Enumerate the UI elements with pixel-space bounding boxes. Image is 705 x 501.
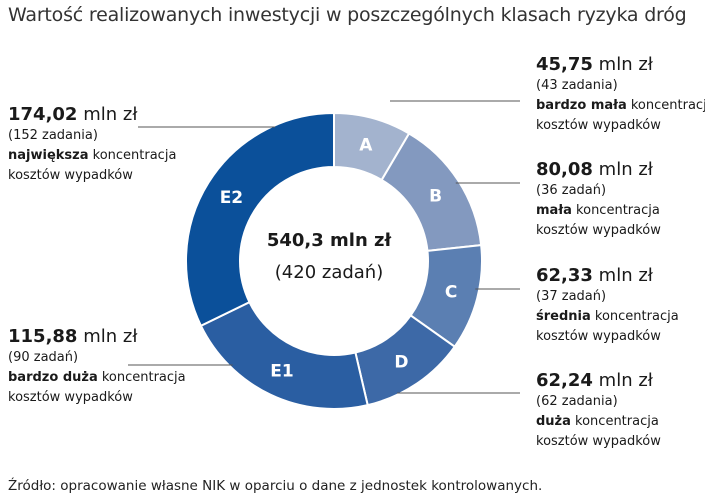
segment-label-e2: E2	[220, 188, 243, 208]
annotation-b: 80,08 mln zł (36 zadań) mała koncentracj…	[536, 159, 661, 241]
annotation-a-value: 45,75 mln zł	[536, 54, 653, 75]
chart-title: Wartość realizowanych inwestycji w poszc…	[8, 4, 687, 26]
annotation-b-tasks: (36 zadań)	[536, 183, 607, 198]
annotation-a-concentration-line2: kosztów wypadków	[536, 118, 661, 133]
annotation-e1: 115,88 mln zł (90 zadań) bardzo duża kon…	[8, 326, 186, 408]
annotation-e2-tasks: (152 zadania)	[8, 128, 98, 143]
annotation-c-concentration: średnia koncentracja	[536, 309, 679, 324]
annotation-e1-concentration: bardzo duża koncentracja	[8, 370, 186, 385]
segment-label-b: B	[429, 186, 442, 206]
annotation-d: 62,24 mln zł (62 zadania) duża koncentra…	[536, 370, 661, 452]
segment-label-e1: E1	[270, 361, 293, 381]
segment-label-d: D	[394, 352, 408, 372]
annotation-e2-concentration-line2: kosztów wypadków	[8, 168, 133, 183]
segment-e1	[199, 300, 369, 410]
annotation-b-concentration: mała koncentracja	[536, 203, 660, 218]
annotation-e2: 174,02 mln zł (152 zadania) największa k…	[8, 104, 176, 186]
annotation-e1-concentration-line2: kosztów wypadków	[8, 390, 133, 405]
center-total: 540,3 mln zł	[266, 230, 392, 251]
segment-e2	[185, 111, 335, 328]
center-count: (420 zadań)	[274, 262, 384, 283]
annotation-a: 45,75 mln zł (43 zadania) bardzo mała ko…	[536, 54, 705, 136]
annotation-b-concentration-line2: kosztów wypadków	[536, 223, 661, 238]
annotation-d-concentration-line2: kosztów wypadków	[536, 434, 661, 449]
annotation-c-concentration-line2: kosztów wypadków	[536, 329, 661, 344]
annotation-d-tasks: (62 zadania)	[536, 394, 618, 409]
segment-label-c: C	[445, 283, 457, 303]
segment-label-a: A	[359, 135, 373, 155]
annotation-e2-value: 174,02 mln zł	[8, 104, 138, 125]
annotation-c: 62,33 mln zł (37 zadań) średnia koncentr…	[536, 265, 679, 347]
annotation-c-value: 62,33 mln zł	[536, 265, 653, 286]
annotation-e2-concentration: największa koncentracja	[8, 148, 177, 163]
source-note: Źródło: opracowanie własne NIK w oparciu…	[8, 478, 543, 494]
annotation-c-tasks: (37 zadań)	[536, 289, 607, 304]
annotation-a-concentration: bardzo mała koncentracja	[536, 98, 705, 113]
annotation-e1-tasks: (90 zadań)	[8, 350, 79, 365]
annotation-d-value: 62,24 mln zł	[536, 370, 653, 391]
annotation-e1-value: 115,88 mln zł	[8, 326, 138, 347]
annotation-d-concentration: duża koncentracja	[536, 414, 659, 429]
annotation-a-tasks: (43 zadania)	[536, 78, 618, 93]
annotation-b-value: 80,08 mln zł	[536, 159, 653, 180]
